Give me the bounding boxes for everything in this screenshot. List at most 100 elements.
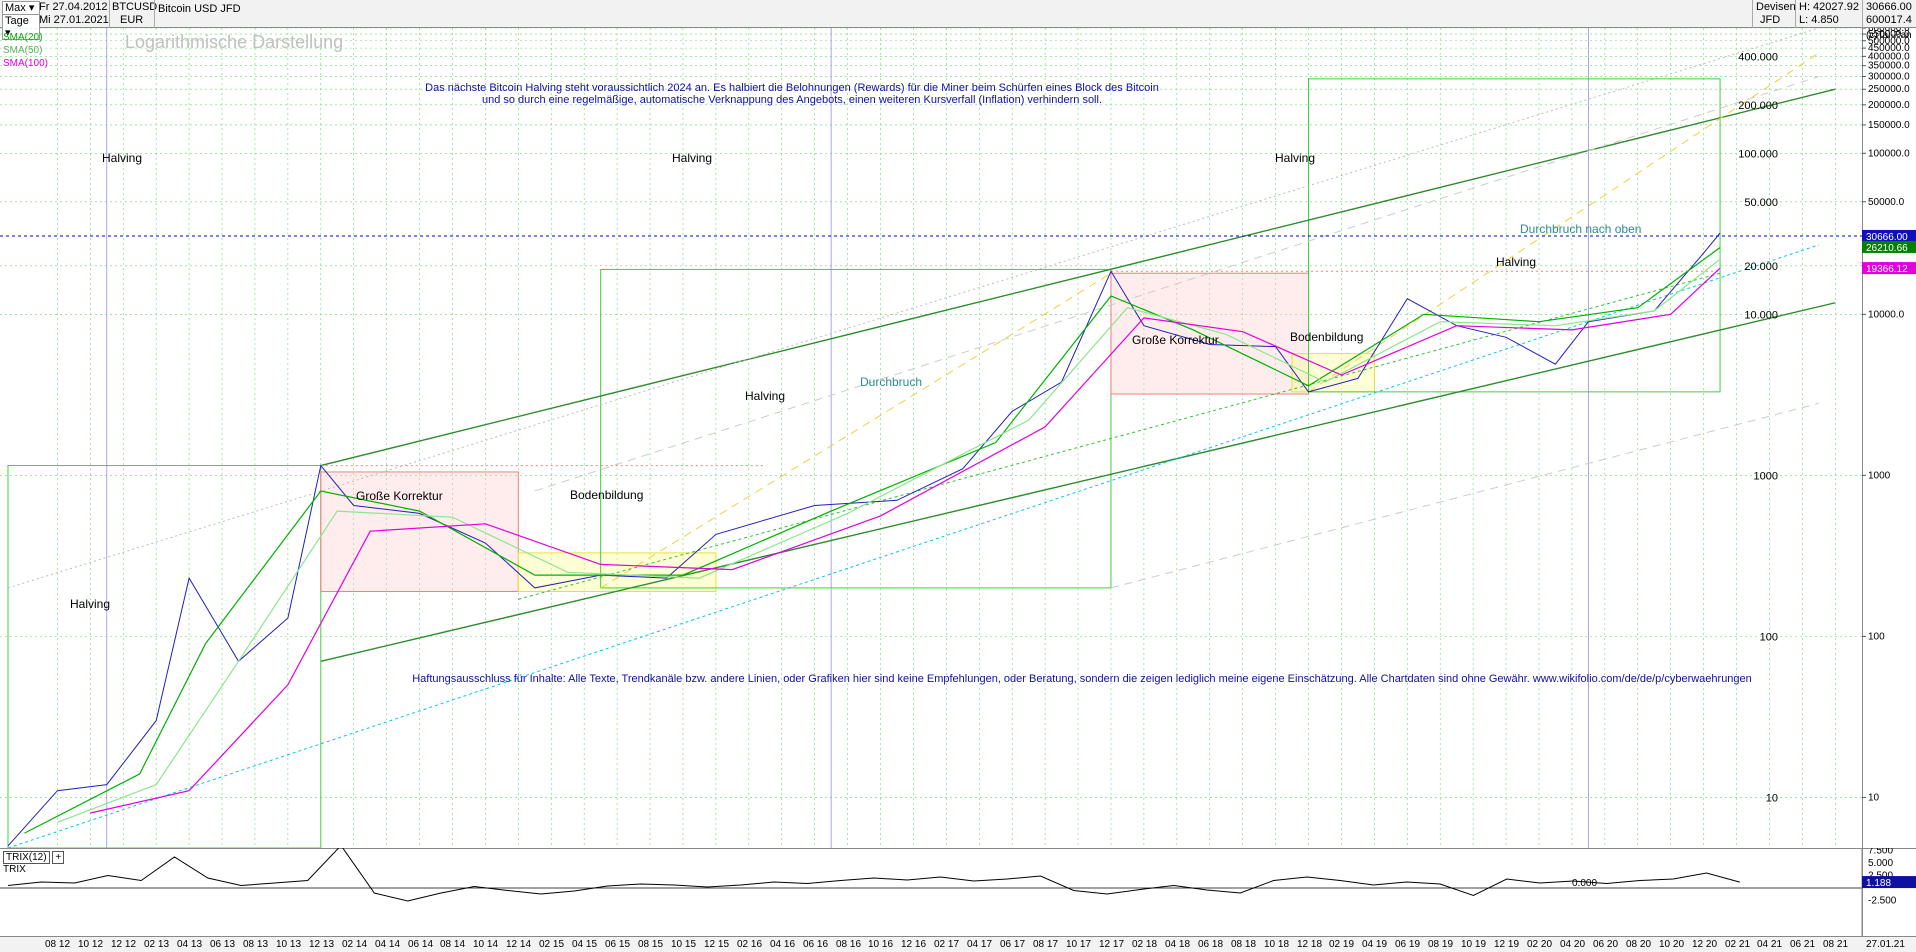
right-axis-label: 300000.0 bbox=[1868, 71, 1910, 82]
value-marker-label: 19366.12 bbox=[1866, 264, 1908, 275]
x-tick-label: 04 21 bbox=[1757, 939, 1783, 950]
x-tick-label: 08 19 bbox=[1428, 939, 1454, 950]
x-tick-label: 10 13 bbox=[276, 939, 302, 950]
range-select[interactable]: Max ▾ bbox=[2, 1, 40, 15]
cyan-trendline bbox=[7, 244, 1820, 848]
header-divider bbox=[1862, 0, 1863, 28]
right-axis-label: 10 bbox=[1868, 792, 1880, 803]
trix-add-icon[interactable]: + bbox=[52, 851, 65, 864]
value-marker-label: 30666.00 bbox=[1866, 232, 1908, 243]
x-tick-label: 04 20 bbox=[1560, 939, 1586, 950]
x-tick-label: 12 13 bbox=[309, 939, 335, 950]
series-price bbox=[7, 232, 1721, 847]
boden-label: Bodenbildung bbox=[570, 488, 643, 502]
notice-line-2: und so durch eine regelmäßige, automatis… bbox=[482, 94, 1102, 106]
x-tick-label: 04 19 bbox=[1362, 939, 1388, 950]
x-tick-label: 12 15 bbox=[704, 939, 730, 950]
header-divider bbox=[109, 0, 110, 28]
x-tick-label: 08 18 bbox=[1231, 939, 1257, 950]
right-axis-label: 100 bbox=[1868, 631, 1885, 642]
high-value: H: 42027.92 bbox=[1799, 1, 1859, 13]
legend-sma100: SMA(100) bbox=[3, 58, 49, 69]
halving-label: Halving bbox=[745, 389, 785, 403]
x-tick-label: 08 20 bbox=[1626, 939, 1652, 950]
market: Devisen bbox=[1756, 1, 1796, 13]
trix-tick-label: 5.000 bbox=[1868, 858, 1893, 869]
x-tick-label: 04 17 bbox=[967, 939, 993, 950]
x-tick-label: 08 13 bbox=[243, 939, 269, 950]
x-tick-label: 06 16 bbox=[803, 939, 829, 950]
currency: EUR bbox=[120, 14, 144, 26]
x-tick-label: 02 14 bbox=[342, 939, 368, 950]
x-tick-label: 08 14 bbox=[440, 939, 466, 950]
gray-trendline bbox=[534, 75, 1819, 492]
x-tick-label: 04 18 bbox=[1165, 939, 1191, 950]
x-tick-label: 02 18 bbox=[1132, 939, 1158, 950]
trix-tick-label: 2.500 bbox=[1868, 871, 1893, 882]
x-tick-label: 08 12 bbox=[45, 939, 71, 950]
series-sma100 bbox=[90, 267, 1721, 814]
korrektur-box bbox=[1110, 272, 1310, 395]
x-tick-label: 02 16 bbox=[737, 939, 763, 950]
right-axis-label: 350000.0 bbox=[1868, 61, 1910, 72]
x-tick-label: 10 19 bbox=[1461, 939, 1487, 950]
y-tick-label: 200.000 bbox=[1738, 100, 1778, 112]
x-tick-label: 10 12 bbox=[78, 939, 104, 950]
x-tick-label: 02 19 bbox=[1329, 939, 1355, 950]
right-axis-label: 550000.0 bbox=[1868, 29, 1910, 40]
x-tick-label: 06 13 bbox=[210, 939, 236, 950]
low-value: L: 4.850 bbox=[1799, 14, 1839, 26]
x-tick-label: 12 17 bbox=[1099, 939, 1125, 950]
x-tick-label: 06 20 bbox=[1593, 939, 1619, 950]
right-axis-label: 450000.0 bbox=[1868, 43, 1910, 54]
copyright: (c)Tai-Pan bbox=[1866, 30, 1912, 41]
korrektur-box bbox=[320, 471, 519, 592]
x-tick-label: 10 14 bbox=[473, 939, 499, 950]
legend-sma50: SMA(50) bbox=[3, 45, 43, 56]
x-last-label: 27.01.21 bbox=[1866, 939, 1905, 950]
x-tick-label: 06 18 bbox=[1198, 939, 1224, 950]
x-tick-label: 04 13 bbox=[177, 939, 203, 950]
gray-trendline bbox=[7, 28, 1819, 589]
date-from: Fr 27.04.2012 bbox=[39, 1, 108, 13]
lower-trendline bbox=[320, 302, 1836, 662]
series-sma20 bbox=[24, 247, 1721, 834]
trix-label: TRIX bbox=[3, 864, 26, 875]
x-tick-label: 10 18 bbox=[1264, 939, 1290, 950]
y-tick-label: 400.000 bbox=[1738, 51, 1778, 63]
boden-label: Bodenbildung bbox=[1290, 330, 1363, 344]
x-tick-label: 08 21 bbox=[1823, 939, 1849, 950]
x-tick-label: 10 15 bbox=[671, 939, 697, 950]
upper-trendline bbox=[320, 88, 1836, 467]
right-axis-label: 100000.0 bbox=[1868, 148, 1910, 159]
series-sma50 bbox=[57, 258, 1721, 823]
x-tick-label: 08 16 bbox=[836, 939, 862, 950]
x-tick-label: 06 15 bbox=[605, 939, 631, 950]
x-tick-label: 12 19 bbox=[1494, 939, 1520, 950]
x-tick-label: 12 18 bbox=[1297, 939, 1323, 950]
value-marker-label: 26210.66 bbox=[1866, 243, 1908, 254]
top-volume: 600017.4 bbox=[1866, 14, 1912, 26]
header-divider bbox=[154, 0, 155, 28]
right-axis-panel bbox=[1862, 28, 1916, 936]
halving-label: Halving bbox=[1275, 151, 1315, 165]
y-tick-label: 100 bbox=[1760, 631, 1778, 643]
interval-select[interactable]: Tage ▾ bbox=[2, 14, 40, 40]
legend-sma20: SMA(20) bbox=[3, 32, 43, 43]
durchbruch-label: Durchbruch bbox=[860, 375, 922, 389]
trix-current-marker bbox=[1862, 876, 1916, 889]
x-tick-label: 12 14 bbox=[506, 939, 532, 950]
halving-label: Halving bbox=[672, 151, 712, 165]
halving-label: Halving bbox=[102, 151, 142, 165]
price-chart[interactable]: Halving Halving Halving Halving Halving Halvi… bbox=[0, 28, 1916, 848]
trix-tick-label: 7.500 bbox=[1868, 848, 1893, 857]
y-tick-label: 50.000 bbox=[1744, 197, 1778, 209]
korrektur-label: Große Korrektur bbox=[1132, 333, 1219, 347]
disclaimer: Haftungsausschluss für Inhalte: Alle Tex… bbox=[412, 673, 1752, 685]
halving-label: Halving bbox=[70, 597, 110, 611]
x-tick-label: 08 17 bbox=[1033, 939, 1059, 950]
value-marker bbox=[1862, 240, 1916, 253]
right-axis-label: 600000.0 bbox=[1868, 28, 1910, 34]
x-tick-label: 12 20 bbox=[1692, 939, 1718, 950]
